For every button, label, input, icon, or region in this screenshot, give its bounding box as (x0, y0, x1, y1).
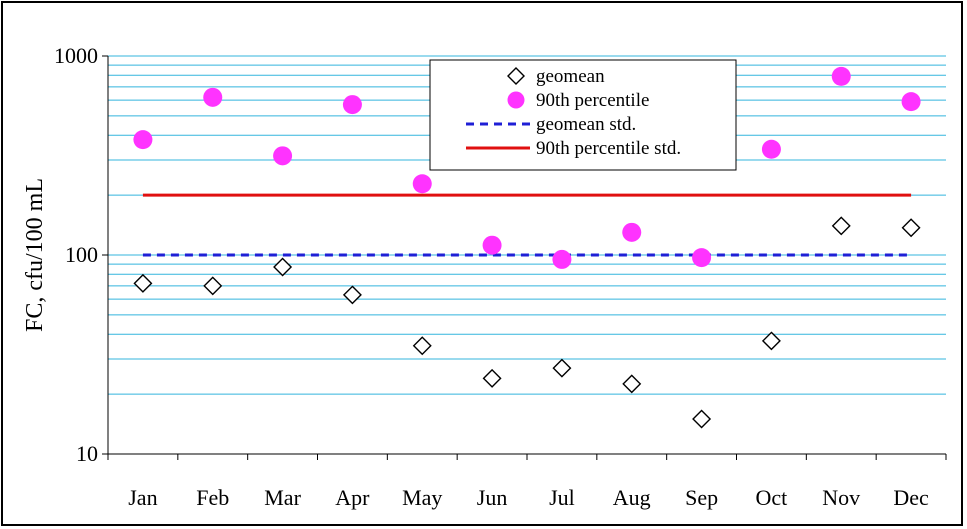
geomean-point (342, 285, 362, 305)
y-tick-label: 10 (76, 441, 98, 466)
geomean-point (273, 257, 293, 277)
x-tick-label: Apr (335, 485, 370, 510)
geomean-point (622, 374, 642, 394)
x-tick-label: Aug (613, 485, 651, 510)
legend-label-90th-percentile-std: 90th percentile std. (536, 138, 681, 159)
90th-percentile-point (342, 95, 362, 115)
x-tick-label: Jan (128, 485, 157, 510)
90th-percentile-point (552, 249, 572, 269)
legend-box (429, 59, 737, 171)
x-tick-label: Feb (196, 485, 229, 510)
legend-swatch-90th-percentile (507, 91, 525, 109)
axes: 1000 100 10 Jan Feb Mar Apr May Jun Jul Aug Sep Oct N… (54, 43, 947, 510)
90th-percentile-point (133, 130, 153, 150)
90th-percentile-point (412, 174, 432, 194)
geomean-point (133, 273, 153, 293)
90th-percentile-point (482, 235, 502, 255)
geomean-point (412, 336, 432, 356)
legend-swatch-geomean (507, 67, 525, 85)
x-tick-label: Sep (685, 485, 718, 510)
geomean-point (203, 276, 223, 296)
geomean-point (901, 218, 921, 238)
geomean-point (482, 368, 502, 388)
x-tick-label: Oct (756, 485, 788, 510)
90th-percentile-point (622, 222, 642, 242)
legend-label-geomean-std: geomean std. (536, 114, 636, 135)
x-tick-label: Jun (477, 485, 508, 510)
legend-label-90th-percentile: 90th percentile (536, 90, 649, 111)
standard-lines (142, 193, 912, 257)
x-tick-label: Mar (264, 485, 301, 510)
x-tick-label: May (402, 485, 442, 510)
x-tick-label: Nov (822, 485, 860, 510)
90th-percentile-point (901, 92, 921, 112)
90th-percentile-point (761, 139, 781, 159)
legend-label-geomean: geomean (536, 66, 605, 87)
90th-percentile-point (831, 66, 851, 86)
90th-percentile-point (692, 248, 712, 268)
x-tick-label: Jul (549, 485, 575, 510)
y-tick-label: 1000 (54, 43, 98, 68)
geomean-point (761, 331, 781, 351)
y-tick-label: 100 (65, 242, 98, 267)
geomean-point (692, 409, 712, 429)
y-axis-title: FC, cfu/100 mL (22, 178, 48, 332)
geomean-point (552, 358, 572, 378)
90th-percentile-point (273, 146, 293, 166)
legend: geomean 90th percentile geomean std. 90th p… (429, 59, 737, 171)
x-tick-label: Dec (893, 485, 929, 510)
90th-percentile-point (203, 87, 223, 107)
data-markers (133, 66, 921, 429)
geomean-point (831, 216, 851, 236)
